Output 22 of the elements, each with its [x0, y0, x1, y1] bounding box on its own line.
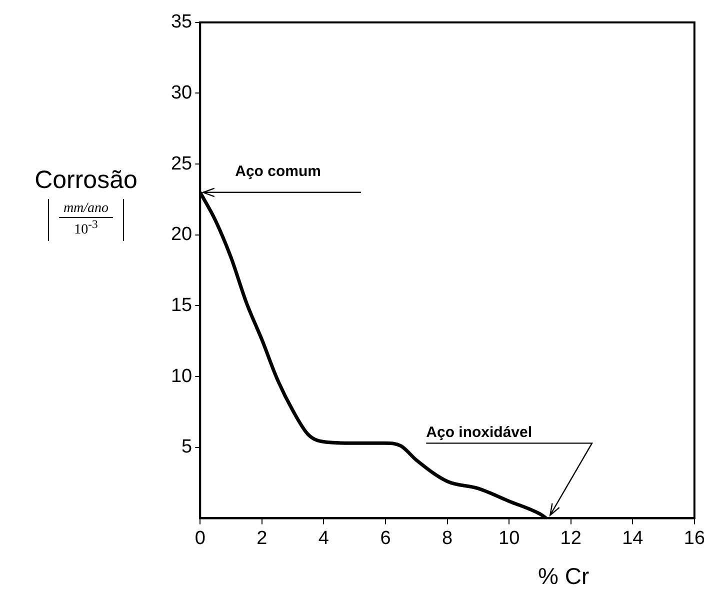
text: 10$^{-3}$ [73, 218, 99, 239]
x-tick-label: 6 [380, 528, 391, 549]
x-tick-label: 12 [560, 528, 582, 549]
x-tick-label: 8 [442, 528, 453, 549]
y-tick-label: 10 [170, 366, 192, 387]
x-tick-label: 16 [684, 528, 704, 549]
y-tick-label: 5 [182, 436, 192, 458]
annotation: Aço inoxidável [426, 424, 532, 441]
y-tick-label: 30 [170, 82, 192, 104]
text: mm/ano [59, 201, 113, 218]
y-tick-label: 15 [170, 294, 192, 316]
y-tick-label: 25 [170, 153, 192, 174]
x-tick-label: 2 [256, 528, 268, 549]
x-tick-label: 10 [498, 528, 520, 549]
annotation: Aço comum [235, 163, 321, 180]
x-tick-label: 0 [194, 528, 206, 549]
y-tick-label: 35 [170, 12, 192, 33]
x-tick-label: 4 [318, 528, 330, 549]
y-tick-label: 20 [170, 224, 192, 246]
x-axis-title: % Cr [538, 563, 590, 590]
y-axis-title: Corrosão [34, 166, 138, 195]
x-tick-label: 14 [622, 528, 644, 549]
